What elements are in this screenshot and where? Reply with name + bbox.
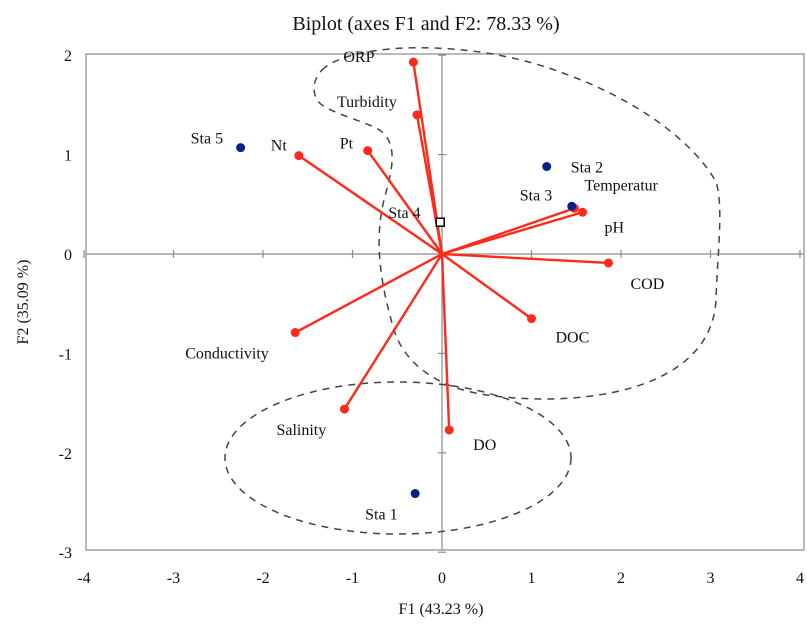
observation-point: [542, 162, 552, 172]
variable-point: [408, 57, 418, 67]
variable-point: [339, 404, 349, 414]
point-labels: ORP Turbidity Pt Nt Temperatur pH COD DOC Conduc…: [185, 49, 664, 523]
observations: [236, 143, 577, 499]
chart-title: Biplot (axes F1 and F2: 78.33 %): [292, 13, 559, 35]
variable-point: [603, 258, 613, 268]
variable-label: DO: [473, 437, 496, 454]
observation-point: [410, 489, 420, 499]
variable-label: Pt: [340, 136, 354, 153]
x-tick-label: -3: [167, 570, 180, 587]
variable-point: [290, 328, 300, 338]
x-tick-label: 3: [707, 570, 715, 587]
variable-vectors: [290, 57, 613, 435]
x-tick-label: 1: [528, 570, 536, 587]
y-tick-label: -3: [59, 545, 72, 562]
y-tick-label: 1: [64, 148, 72, 165]
x-ticks: -4 -3 -2 -1 0 1 2 3 4: [77, 250, 804, 587]
observation-label: Sta 2: [571, 160, 603, 177]
y-axis-title: F2 (35.09 %): [15, 260, 32, 345]
x-tick-label: -2: [256, 570, 269, 587]
y-tick-label: 2: [64, 48, 72, 65]
x-tick-label: 2: [617, 570, 625, 587]
y-tick-label: -2: [59, 446, 72, 463]
variable-label: Turbidity: [337, 94, 397, 111]
variable-vector: [294, 252, 443, 334]
y-tick-label: 0: [64, 247, 72, 264]
x-axis-title: F1 (43.23 %): [399, 601, 484, 618]
variable-vector: [415, 114, 444, 255]
variable-vector: [366, 149, 443, 255]
variable-vector: [441, 252, 609, 265]
observation-point: [236, 143, 246, 153]
variable-point: [363, 146, 373, 156]
variable-label: Temperatur: [584, 177, 658, 194]
observation-label: Sta 4: [388, 205, 420, 222]
variable-point: [412, 110, 422, 120]
variable-vector: [441, 211, 583, 256]
observation-label: Sta 5: [191, 131, 223, 148]
observation-point: [567, 201, 577, 211]
variable-point: [294, 151, 304, 161]
variable-label: DOC: [556, 330, 590, 347]
variable-point: [578, 207, 588, 217]
variable-vector: [441, 253, 533, 320]
x-tick-label: -1: [346, 570, 359, 587]
y-ticks: 2 1 0 -1 -2 -3: [59, 48, 446, 562]
y-tick-label: -1: [59, 346, 72, 363]
plot-frame: [85, 53, 805, 551]
x-tick-label: 4: [796, 570, 804, 587]
cluster-outlines: [224, 47, 721, 535]
observation-label: Sta 3: [520, 187, 552, 204]
variable-label: Salinity: [276, 422, 326, 439]
x-tick-label: -4: [77, 570, 90, 587]
variable-vector: [343, 253, 444, 410]
variable-label: COD: [630, 276, 664, 293]
variable-label: Conductivity: [185, 346, 269, 363]
x-tick-label: 0: [438, 570, 446, 587]
variable-vector: [440, 253, 451, 430]
variable-label: ORP: [343, 49, 374, 66]
upper-cluster-outline: [313, 47, 721, 400]
observation-label: Sta 1: [365, 507, 397, 524]
variable-label: Nt: [271, 138, 288, 155]
variable-point: [527, 314, 536, 324]
variable-point: [444, 425, 454, 435]
lower-cluster-outline: [224, 381, 572, 535]
variable-vector: [298, 154, 443, 255]
observation-point: [435, 217, 445, 227]
variable-label: pH: [605, 219, 625, 236]
